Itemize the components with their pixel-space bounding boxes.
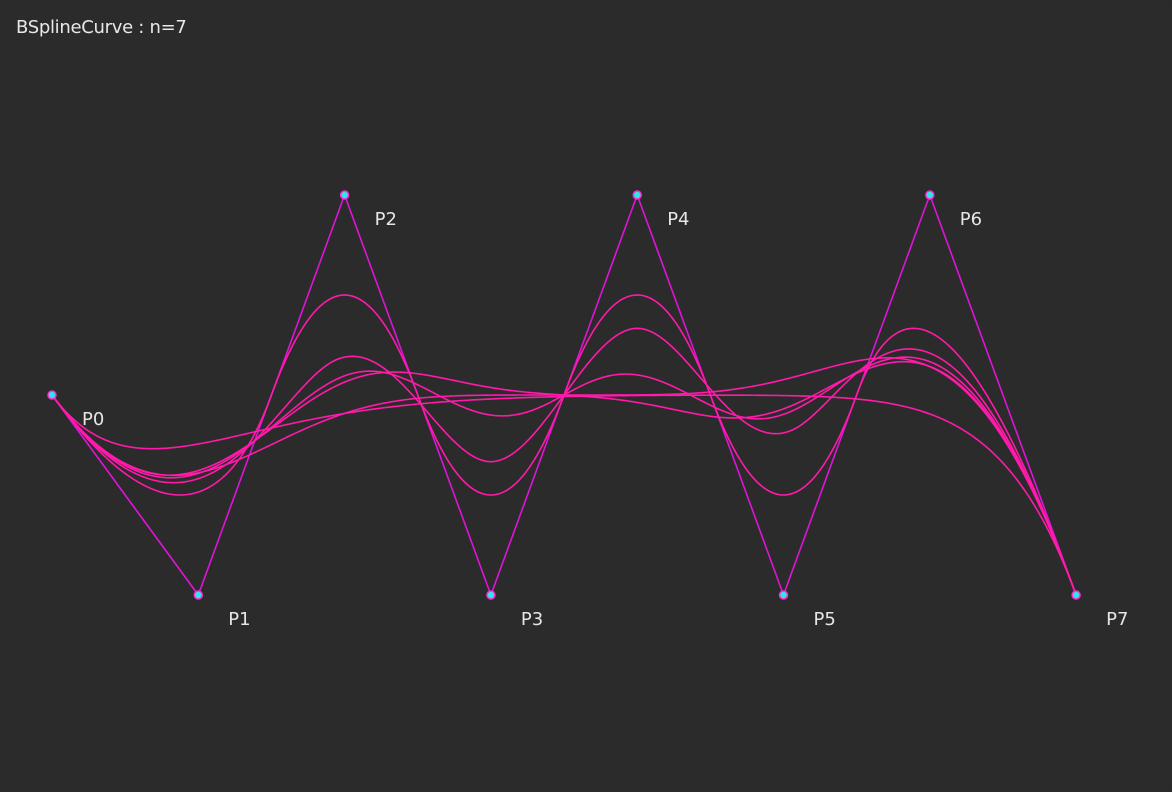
curve-title: BSplineCurve : n=7 [16,17,187,38]
control-point-handle-p7[interactable] [1071,590,1081,600]
control-point-label-p1: P1 [228,609,250,630]
point-labels-layer: P0 P1 P2 P3 P4 P5 P6 P7 [82,209,1128,630]
control-point-handle-p0[interactable] [47,390,57,400]
control-point-handle-p5[interactable] [778,590,789,600]
bspline-curve-degree-7 [51,394,1077,596]
bspline-curve-degree-3 [51,327,1077,596]
control-point-label-p6: P6 [960,209,982,230]
bspline-curve-degree-2 [51,294,1077,596]
control-point-handle-p3[interactable] [486,590,496,600]
control-point-label-p5: P5 [814,609,836,630]
bspline-curve-degree-6 [51,357,1077,596]
control-points-layer [47,190,1081,600]
curves-layer [51,195,1077,596]
control-point-label-p7: P7 [1106,609,1128,630]
control-point-label-p4: P4 [667,209,689,230]
control-point-label-p2: P2 [375,209,397,230]
control-point-handle-p6[interactable] [925,190,935,200]
control-point-handle-p1[interactable] [193,590,204,600]
control-point-handle-p4[interactable] [632,190,642,200]
control-point-label-p3: P3 [521,609,543,630]
control-point-label-p0: P0 [82,409,104,430]
control-point-handle-p2[interactable] [339,190,350,200]
